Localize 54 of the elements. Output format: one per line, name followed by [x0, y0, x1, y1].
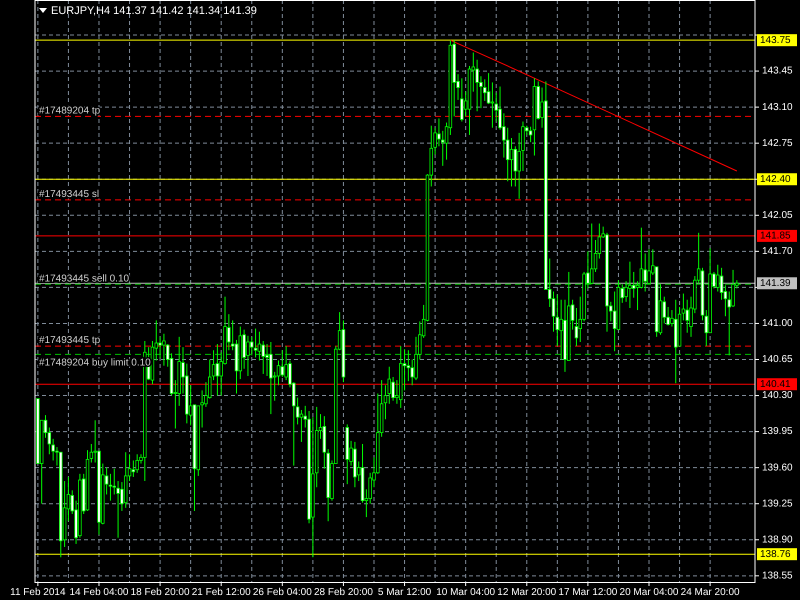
candlestick	[269, 341, 273, 415]
x-tick-label: 20 Mar 04:00	[620, 587, 679, 598]
candlestick	[216, 344, 220, 396]
y-tick-label: 142.05	[762, 210, 794, 221]
y-tick-label: 142.75	[762, 138, 794, 149]
ref-line-label: 140.41	[760, 378, 792, 390]
candlestick	[280, 350, 284, 378]
x-tick-label: 26 Feb 04:00	[252, 587, 312, 598]
ref-line-label: #17493445 tp	[39, 335, 101, 346]
candlestick	[284, 346, 288, 381]
x-tick-label: 12 Mar 20:00	[497, 587, 557, 598]
ref-line-label: 142.40	[760, 174, 792, 185]
y-tick-label: 139.95	[762, 426, 794, 438]
ref-line-label: 141.39	[760, 278, 792, 289]
candlestick	[590, 223, 594, 285]
y-tick-label: 139.25	[762, 498, 794, 510]
text: EURJPY,H4 141.37 141.42 141.34 141.39	[51, 5, 257, 17]
y-tick-label: 141.70	[762, 246, 794, 257]
x-tick-label: 17 Mar 12:00	[558, 587, 618, 598]
x-tick-label: 5 Mar 12:00	[378, 587, 432, 598]
y-tick-label: 138.55	[762, 570, 794, 582]
x-tick-label: 21 Feb 12:00	[192, 587, 252, 598]
candlestick	[628, 261, 632, 308]
ref-line-label: 138.76	[760, 548, 792, 560]
y-tick-label: 141.00	[762, 318, 794, 330]
candlestick	[254, 328, 258, 358]
x-tick-label: 24 Mar 20:00	[680, 587, 740, 598]
candlestick	[246, 335, 250, 376]
candlestick	[158, 336, 162, 359]
y-tick-label: 138.90	[762, 534, 794, 546]
y-tick-label: 143.45	[762, 66, 794, 77]
y-tick-label: 139.60	[762, 462, 794, 474]
ref-line-label: #17493445 sell 0.10	[39, 273, 130, 284]
candlestick	[162, 333, 166, 366]
ref-line-label: #17493445 sl	[39, 188, 100, 200]
x-tick-label: 28 Feb 20:00	[314, 587, 374, 598]
candlestick	[612, 291, 616, 352]
x-tick-label: 10 Mar 04:00	[436, 587, 496, 598]
y-tick-label: 140.65	[762, 354, 794, 366]
x-tick-label: 14 Feb 04:00	[70, 587, 129, 598]
ref-line-label: 141.85	[760, 230, 792, 242]
candlestick	[643, 252, 647, 292]
ref-line-label: #17489204 tp	[39, 105, 101, 116]
candlestick	[135, 454, 139, 474]
y-tick-label: 140.30	[762, 390, 794, 402]
ref-line-label: 143.75	[760, 34, 792, 46]
x-tick-label: 18 Feb 20:00	[130, 587, 190, 598]
y-tick-label: 143.10	[762, 102, 794, 113]
candlestick	[265, 344, 269, 376]
candlestick	[490, 82, 494, 128]
candlestick	[731, 269, 735, 308]
x-tick-label: 11 Feb 2014	[10, 587, 66, 598]
candlestick	[460, 78, 464, 122]
candlestick	[300, 409, 304, 442]
